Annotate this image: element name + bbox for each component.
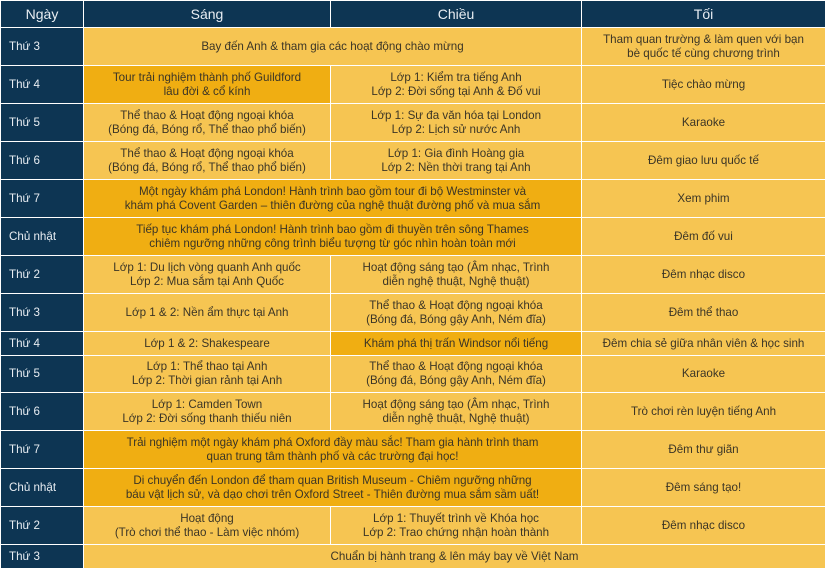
- excursion-morning-activity-cell: Tiếp tục khám phá London! Hành trình bao…: [83, 217, 582, 256]
- header-morning: Sáng: [83, 0, 331, 28]
- afternoon-activity-cell: Lớp 1: Sự đa văn hóa tại London Lớp 2: L…: [330, 103, 582, 142]
- table-row: Thứ 6 Lớp 1: Camden Town Lớp 2: Đời sống …: [0, 392, 825, 431]
- day-cell: Thứ 4: [0, 331, 84, 356]
- table-row: Thứ 3 Chuẩn bị hành trang & lên máy bay v…: [0, 544, 825, 569]
- morning-activity-cell: Lớp 1 & 2: Nền ẩm thực tại Anh: [83, 293, 331, 332]
- afternoon-activity-cell: Thể thao & Hoạt động ngoại khóa (Bóng đá…: [330, 293, 582, 332]
- morning-activity-cell: Lớp 1: Thể thao tại Anh Lớp 2: Thời gian…: [83, 355, 331, 393]
- table-row: Thứ 6 Thể thao & Hoạt động ngoại khóa (Bó…: [0, 141, 825, 180]
- excursion-afternoon-activity-cell: Khám phá thị trấn Windsor nổi tiếng: [330, 331, 582, 356]
- day-cell: Thứ 5: [0, 103, 84, 142]
- afternoon-activity-cell: Lớp 1: Thuyết trình về Khóa học Lớp 2: T…: [330, 506, 582, 545]
- afternoon-activity-cell: Hoạt động sáng tạo (Âm nhạc, Trình diễn …: [330, 392, 582, 431]
- day-cell: Thứ 2: [0, 255, 84, 294]
- day-cell: Chủ nhật: [0, 468, 84, 507]
- table-row: Chủ nhật Di chuyển đến London để tham qua…: [0, 468, 825, 507]
- day-cell: Thứ 7: [0, 430, 84, 469]
- table-row: Thứ 3 Bay đến Anh & tham gia các hoạt độn…: [0, 27, 825, 66]
- morning-activity-cell: Chuẩn bị hành trang & lên máy bay về Việ…: [83, 544, 825, 569]
- afternoon-activity-cell: Lớp 1: Gia đình Hoàng gia Lớp 2: Nền thờ…: [330, 141, 582, 180]
- day-cell: Thứ 3: [0, 544, 84, 569]
- table-row: Thứ 2 Hoạt động (Trò chơi thể thao - Làm …: [0, 506, 825, 545]
- evening-activity-cell: Đêm sáng tạo!: [581, 468, 825, 507]
- excursion-morning-activity-cell: Một ngày khám phá London! Hành trình bao…: [83, 179, 582, 218]
- table-row: Chủ nhật Tiếp tục khám phá London! Hành t…: [0, 217, 825, 256]
- header-afternoon: Chiều: [330, 0, 582, 28]
- header-day: Ngày: [0, 0, 84, 28]
- evening-activity-cell: Đêm chia sẻ giữa nhân viên & học sinh: [581, 331, 825, 356]
- day-cell: Thứ 5: [0, 355, 84, 393]
- morning-activity-cell: Lớp 1 & 2: Shakespeare: [83, 331, 331, 356]
- table-row: Thứ 3 Lớp 1 & 2: Nền ẩm thực tại Anh Thể t…: [0, 293, 825, 332]
- table-row: Thứ 7 Một ngày khám phá London! Hành trìn…: [0, 179, 825, 218]
- header-row: Ngày Sáng Chiều Tối: [0, 0, 825, 28]
- evening-activity-cell: Tiệc chào mừng: [581, 65, 825, 104]
- day-cell: Thứ 6: [0, 141, 84, 180]
- morning-activity-cell: Lớp 1: Camden Town Lớp 2: Đời sống thanh…: [83, 392, 331, 431]
- afternoon-activity-cell: Lớp 1: Kiểm tra tiếng Anh Lớp 2: Đời sốn…: [330, 65, 582, 104]
- evening-activity-cell: Tham quan trường & làm quen với bạn bè q…: [581, 27, 825, 66]
- day-cell: Chủ nhật: [0, 217, 84, 256]
- evening-activity-cell: Xem phim: [581, 179, 825, 218]
- evening-activity-cell: Đêm đố vui: [581, 217, 825, 256]
- morning-activity-cell: Lớp 1: Du lịch vòng quanh Anh quốc Lớp 2…: [83, 255, 331, 294]
- excursion-morning-activity-cell: Di chuyển đến London để tham quan Britis…: [83, 468, 582, 507]
- afternoon-activity-cell: Hoạt động sáng tạo (Âm nhạc, Trình diễn …: [330, 255, 582, 294]
- morning-activity-cell: Bay đến Anh & tham gia các hoạt động chà…: [83, 27, 582, 66]
- excursion-morning-activity-cell: Tour trải nghiệm thành phố Guildford lâu…: [83, 65, 331, 104]
- afternoon-activity-cell: Thể thao & Hoạt động ngoại khóa (Bóng đá…: [330, 355, 582, 393]
- evening-activity-cell: Đêm thư giãn: [581, 430, 825, 469]
- header-evening: Tối: [581, 0, 825, 28]
- day-cell: Thứ 3: [0, 27, 84, 66]
- evening-activity-cell: Đêm nhạc disco: [581, 506, 825, 545]
- evening-activity-cell: Đêm nhạc disco: [581, 255, 825, 294]
- evening-activity-cell: Trò chơi rèn luyện tiếng Anh: [581, 392, 825, 431]
- morning-activity-cell: Hoạt động (Trò chơi thể thao - Làm việc …: [83, 506, 331, 545]
- table-row: Thứ 2 Lớp 1: Du lịch vòng quanh Anh quốc …: [0, 255, 825, 294]
- evening-activity-cell: Karaoke: [581, 355, 825, 393]
- evening-activity-cell: Karaoke: [581, 103, 825, 142]
- day-cell: Thứ 6: [0, 392, 84, 431]
- table-row: Thứ 7 Trải nghiệm một ngày khám phá Oxfor…: [0, 430, 825, 469]
- evening-activity-cell: Đêm thể thao: [581, 293, 825, 332]
- day-cell: Thứ 2: [0, 506, 84, 545]
- excursion-morning-activity-cell: Trải nghiệm một ngày khám phá Oxford đầy…: [83, 430, 582, 469]
- table-row: Thứ 5 Lớp 1: Thể thao tại Anh Lớp 2: Thời…: [0, 355, 825, 393]
- morning-activity-cell: Thể thao & Hoạt động ngoại khóa (Bóng đá…: [83, 103, 331, 142]
- evening-activity-cell: Đêm giao lưu quốc tế: [581, 141, 825, 180]
- day-cell: Thứ 7: [0, 179, 84, 218]
- table-row: Thứ 5 Thể thao & Hoạt động ngoại khóa (Bó…: [0, 103, 825, 142]
- schedule-body: Thứ 3 Bay đến Anh & tham gia các hoạt độn…: [0, 27, 825, 569]
- day-cell: Thứ 4: [0, 65, 84, 104]
- table-row: Thứ 4 Lớp 1 & 2: Shakespeare Khám phá thị …: [0, 331, 825, 356]
- table-row: Thứ 4 Tour trải nghiệm thành phố Guildfor…: [0, 65, 825, 104]
- morning-activity-cell: Thể thao & Hoạt động ngoại khóa (Bóng đá…: [83, 141, 331, 180]
- day-cell: Thứ 3: [0, 293, 84, 332]
